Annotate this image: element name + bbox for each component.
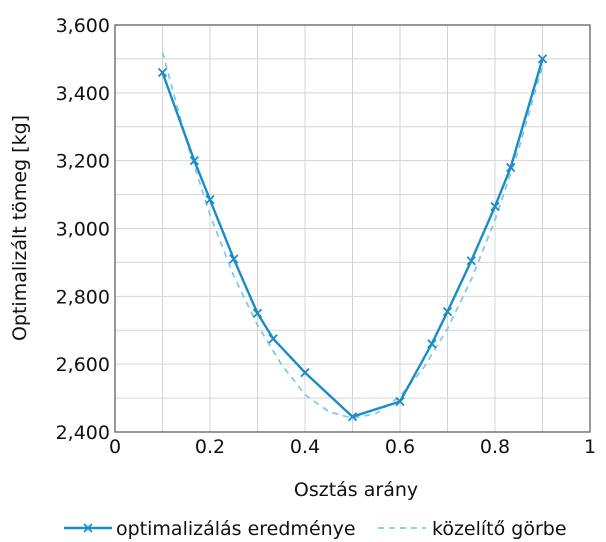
x-tick-label: 0.8 [480, 436, 510, 458]
x-tick-label: 1 [584, 436, 596, 458]
legend-item-approximation: közelítő görbe [378, 518, 567, 540]
series-line-approximation [161, 51, 544, 420]
data-point-marker [395, 396, 405, 407]
y-tick-label: 3,600 [56, 15, 110, 37]
x-axis-label: Osztás arány [294, 479, 418, 501]
y-tick-label: 3,200 [56, 151, 110, 173]
data-point-marker [537, 54, 548, 64]
y-axis-ticks: 2,400 2,600 2,800 3,000 3,200 3,400 3,600 [56, 15, 110, 444]
data-point-marker [490, 201, 500, 212]
x-tick-label: 0.2 [195, 436, 225, 458]
data-point-marker [427, 339, 437, 349]
legend-label-approximation: közelítő görbe [432, 518, 567, 540]
y-tick-label: 2,800 [56, 286, 110, 308]
y-tick-label: 2,600 [56, 354, 110, 376]
x-tick-label: 0.6 [385, 436, 415, 458]
data-point-marker [347, 412, 358, 422]
data-point-marker [189, 156, 199, 166]
x-tick-label: 0.4 [290, 436, 320, 458]
data-point-marker [268, 334, 278, 344]
series-layer [157, 51, 548, 422]
x-axis-ticks: 0 0.2 0.4 0.6 0.8 1 [109, 436, 596, 458]
y-tick-label: 3,000 [56, 219, 110, 241]
y-tick-label: 2,400 [56, 422, 110, 444]
data-point-marker [300, 368, 310, 378]
data-point-marker [252, 308, 263, 318]
data-point-marker [442, 306, 453, 317]
data-point-marker [157, 67, 168, 78]
y-axis-label: Optimalizált tömeg [kg] [9, 115, 31, 341]
plot-frame [114, 24, 591, 433]
legend-item-optimization: optimalizálás eredménye [64, 518, 356, 540]
y-tick-label: 3,400 [56, 83, 110, 105]
data-point-marker [229, 254, 239, 264]
data-point-marker [506, 162, 516, 173]
x-tick-label: 0 [109, 436, 121, 458]
data-point-marker [205, 195, 215, 205]
grid-lines [115, 25, 590, 432]
legend: optimalizálás eredménye közelítő görbe [64, 518, 567, 540]
data-point-marker [466, 256, 476, 266]
legend-label-optimization: optimalizálás eredménye [116, 518, 356, 540]
